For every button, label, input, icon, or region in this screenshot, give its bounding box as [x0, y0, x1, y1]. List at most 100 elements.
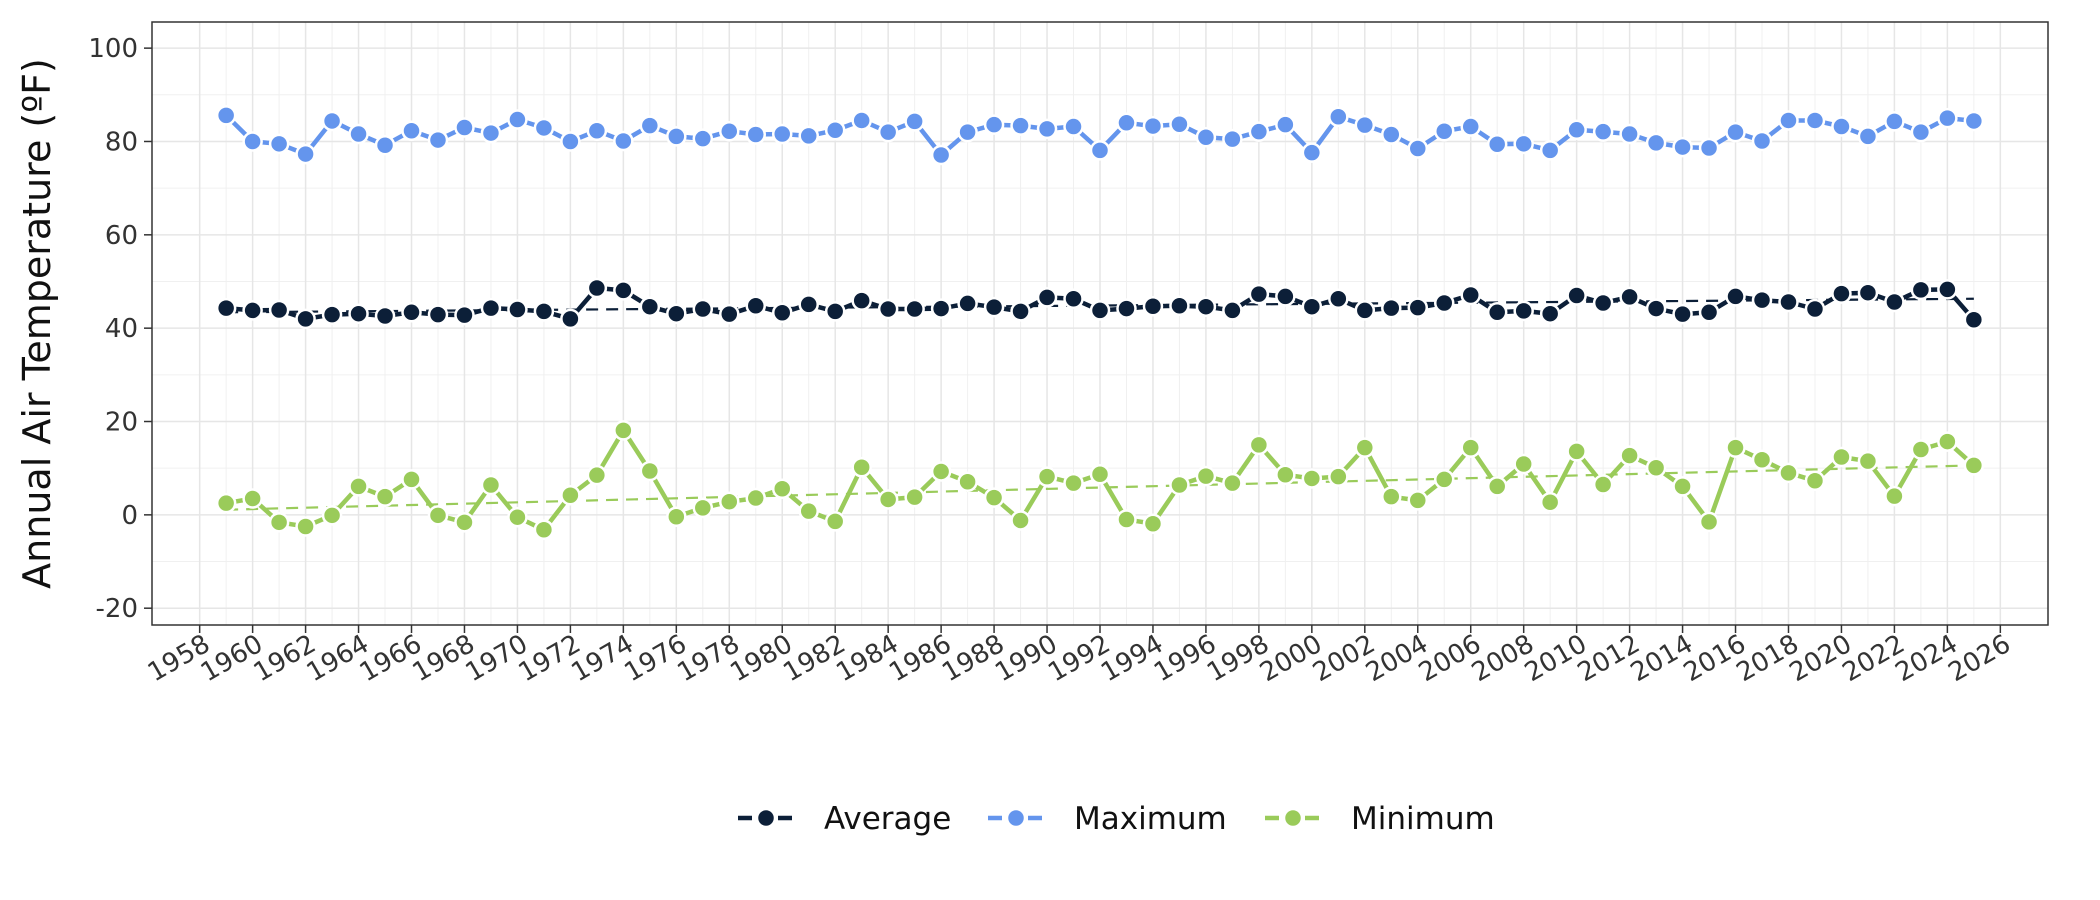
data-point-maximum [613, 130, 634, 152]
y-tick-label: 40 [105, 314, 138, 344]
data-point-average [1328, 288, 1349, 310]
data-point-maximum [1169, 113, 1190, 135]
data-point-average [454, 304, 475, 326]
data-point-maximum [1433, 120, 1455, 142]
data-point-average [242, 300, 263, 321]
data-point-maximum [904, 111, 925, 132]
data-point-minimum [957, 471, 978, 492]
data-point-maximum [1645, 132, 1667, 154]
data-point-minimum [1539, 492, 1561, 513]
data-point-average [1619, 286, 1640, 308]
data-point-minimum [1672, 476, 1693, 497]
data-point-maximum [533, 117, 555, 139]
data-point-minimum [798, 500, 819, 522]
data-point-minimum [1566, 441, 1587, 462]
data-point-maximum [1698, 137, 1720, 159]
data-point-maximum [957, 121, 978, 143]
data-point-minimum [692, 497, 714, 519]
data-point-average [1089, 300, 1111, 321]
data-point-average [401, 302, 422, 323]
data-point-maximum [824, 120, 846, 141]
data-point-minimum [1937, 431, 1958, 452]
data-point-average [1195, 296, 1217, 317]
data-point-average [480, 297, 502, 319]
data-point-minimum [1301, 468, 1323, 489]
data-point-minimum [295, 516, 316, 537]
data-point-average [1698, 302, 1720, 323]
y-tick-label: 0 [121, 501, 138, 531]
data-point-average [877, 298, 899, 320]
data-point-minimum [904, 486, 925, 508]
legend-label-minimum: Minimum [1351, 801, 1495, 837]
data-point-average [719, 303, 740, 325]
data-point-average [1460, 284, 1481, 306]
data-point-minimum [401, 469, 422, 490]
data-point-average [692, 298, 714, 320]
data-point-average [348, 303, 369, 324]
legend-key-point-average [755, 807, 777, 829]
data-point-average [268, 299, 290, 321]
data-point-minimum [1222, 472, 1243, 494]
data-point-average [1169, 295, 1190, 317]
data-point-average [215, 297, 237, 319]
data-point-maximum [771, 123, 793, 145]
data-point-maximum [1301, 142, 1323, 163]
data-point-maximum [295, 143, 316, 165]
data-point-average [824, 301, 846, 322]
data-point-maximum [1831, 116, 1852, 137]
data-point-minimum [1116, 509, 1137, 530]
data-point-minimum [1725, 437, 1746, 458]
data-point-minimum [242, 488, 263, 509]
y-tick-label: 100 [88, 34, 138, 64]
data-point-average [851, 290, 872, 311]
data-point-average [613, 280, 634, 301]
data-point-average [1645, 298, 1667, 319]
data-point-average [1142, 295, 1164, 317]
data-point-average [1381, 297, 1402, 319]
data-point-average [798, 294, 819, 315]
data-point-maximum [1275, 114, 1296, 135]
data-point-minimum [1169, 474, 1190, 496]
data-point-maximum [1566, 119, 1587, 141]
data-point-minimum [586, 464, 608, 486]
legend-label-maximum: Maximum [1074, 801, 1227, 837]
data-point-maximum [1619, 123, 1640, 145]
data-point-maximum [507, 109, 528, 130]
data-point-maximum [1381, 124, 1402, 145]
data-point-minimum [1354, 437, 1376, 458]
data-point-minimum [930, 461, 952, 482]
data-point-minimum [560, 485, 581, 506]
data-point-average [957, 293, 978, 314]
data-point-minimum [1063, 472, 1084, 494]
data-point-average [1857, 282, 1879, 303]
data-point-average [666, 303, 687, 324]
y-tick-label: 80 [105, 127, 138, 157]
data-point-minimum [454, 512, 475, 533]
data-point-maximum [877, 121, 899, 143]
data-point-minimum [824, 511, 846, 532]
data-point-maximum [321, 110, 343, 132]
data-point-minimum [427, 505, 449, 526]
y-axis-title: Annual Air Temperature (ºF) [15, 58, 59, 589]
data-point-maximum [348, 123, 369, 145]
data-point-maximum [1116, 112, 1137, 134]
data-point-minimum [719, 491, 740, 513]
data-point-minimum [1275, 464, 1296, 485]
data-point-average [1804, 298, 1826, 320]
plot-panel [151, 21, 2049, 626]
data-point-average [1407, 297, 1429, 318]
data-point-minimum [321, 505, 343, 526]
data-point-minimum [1645, 457, 1667, 478]
data-point-minimum [613, 420, 634, 441]
data-point-average [1751, 289, 1773, 311]
data-point-average [560, 308, 581, 330]
data-point-maximum [930, 144, 952, 166]
data-point-minimum [771, 478, 793, 499]
y-tick-label: -20 [96, 594, 138, 624]
data-point-maximum [215, 105, 237, 126]
data-point-minimum [480, 474, 502, 496]
data-point-average [983, 296, 1005, 318]
data-point-minimum [1486, 476, 1508, 497]
data-point-maximum [1195, 127, 1217, 148]
data-point-minimum [1831, 446, 1852, 468]
